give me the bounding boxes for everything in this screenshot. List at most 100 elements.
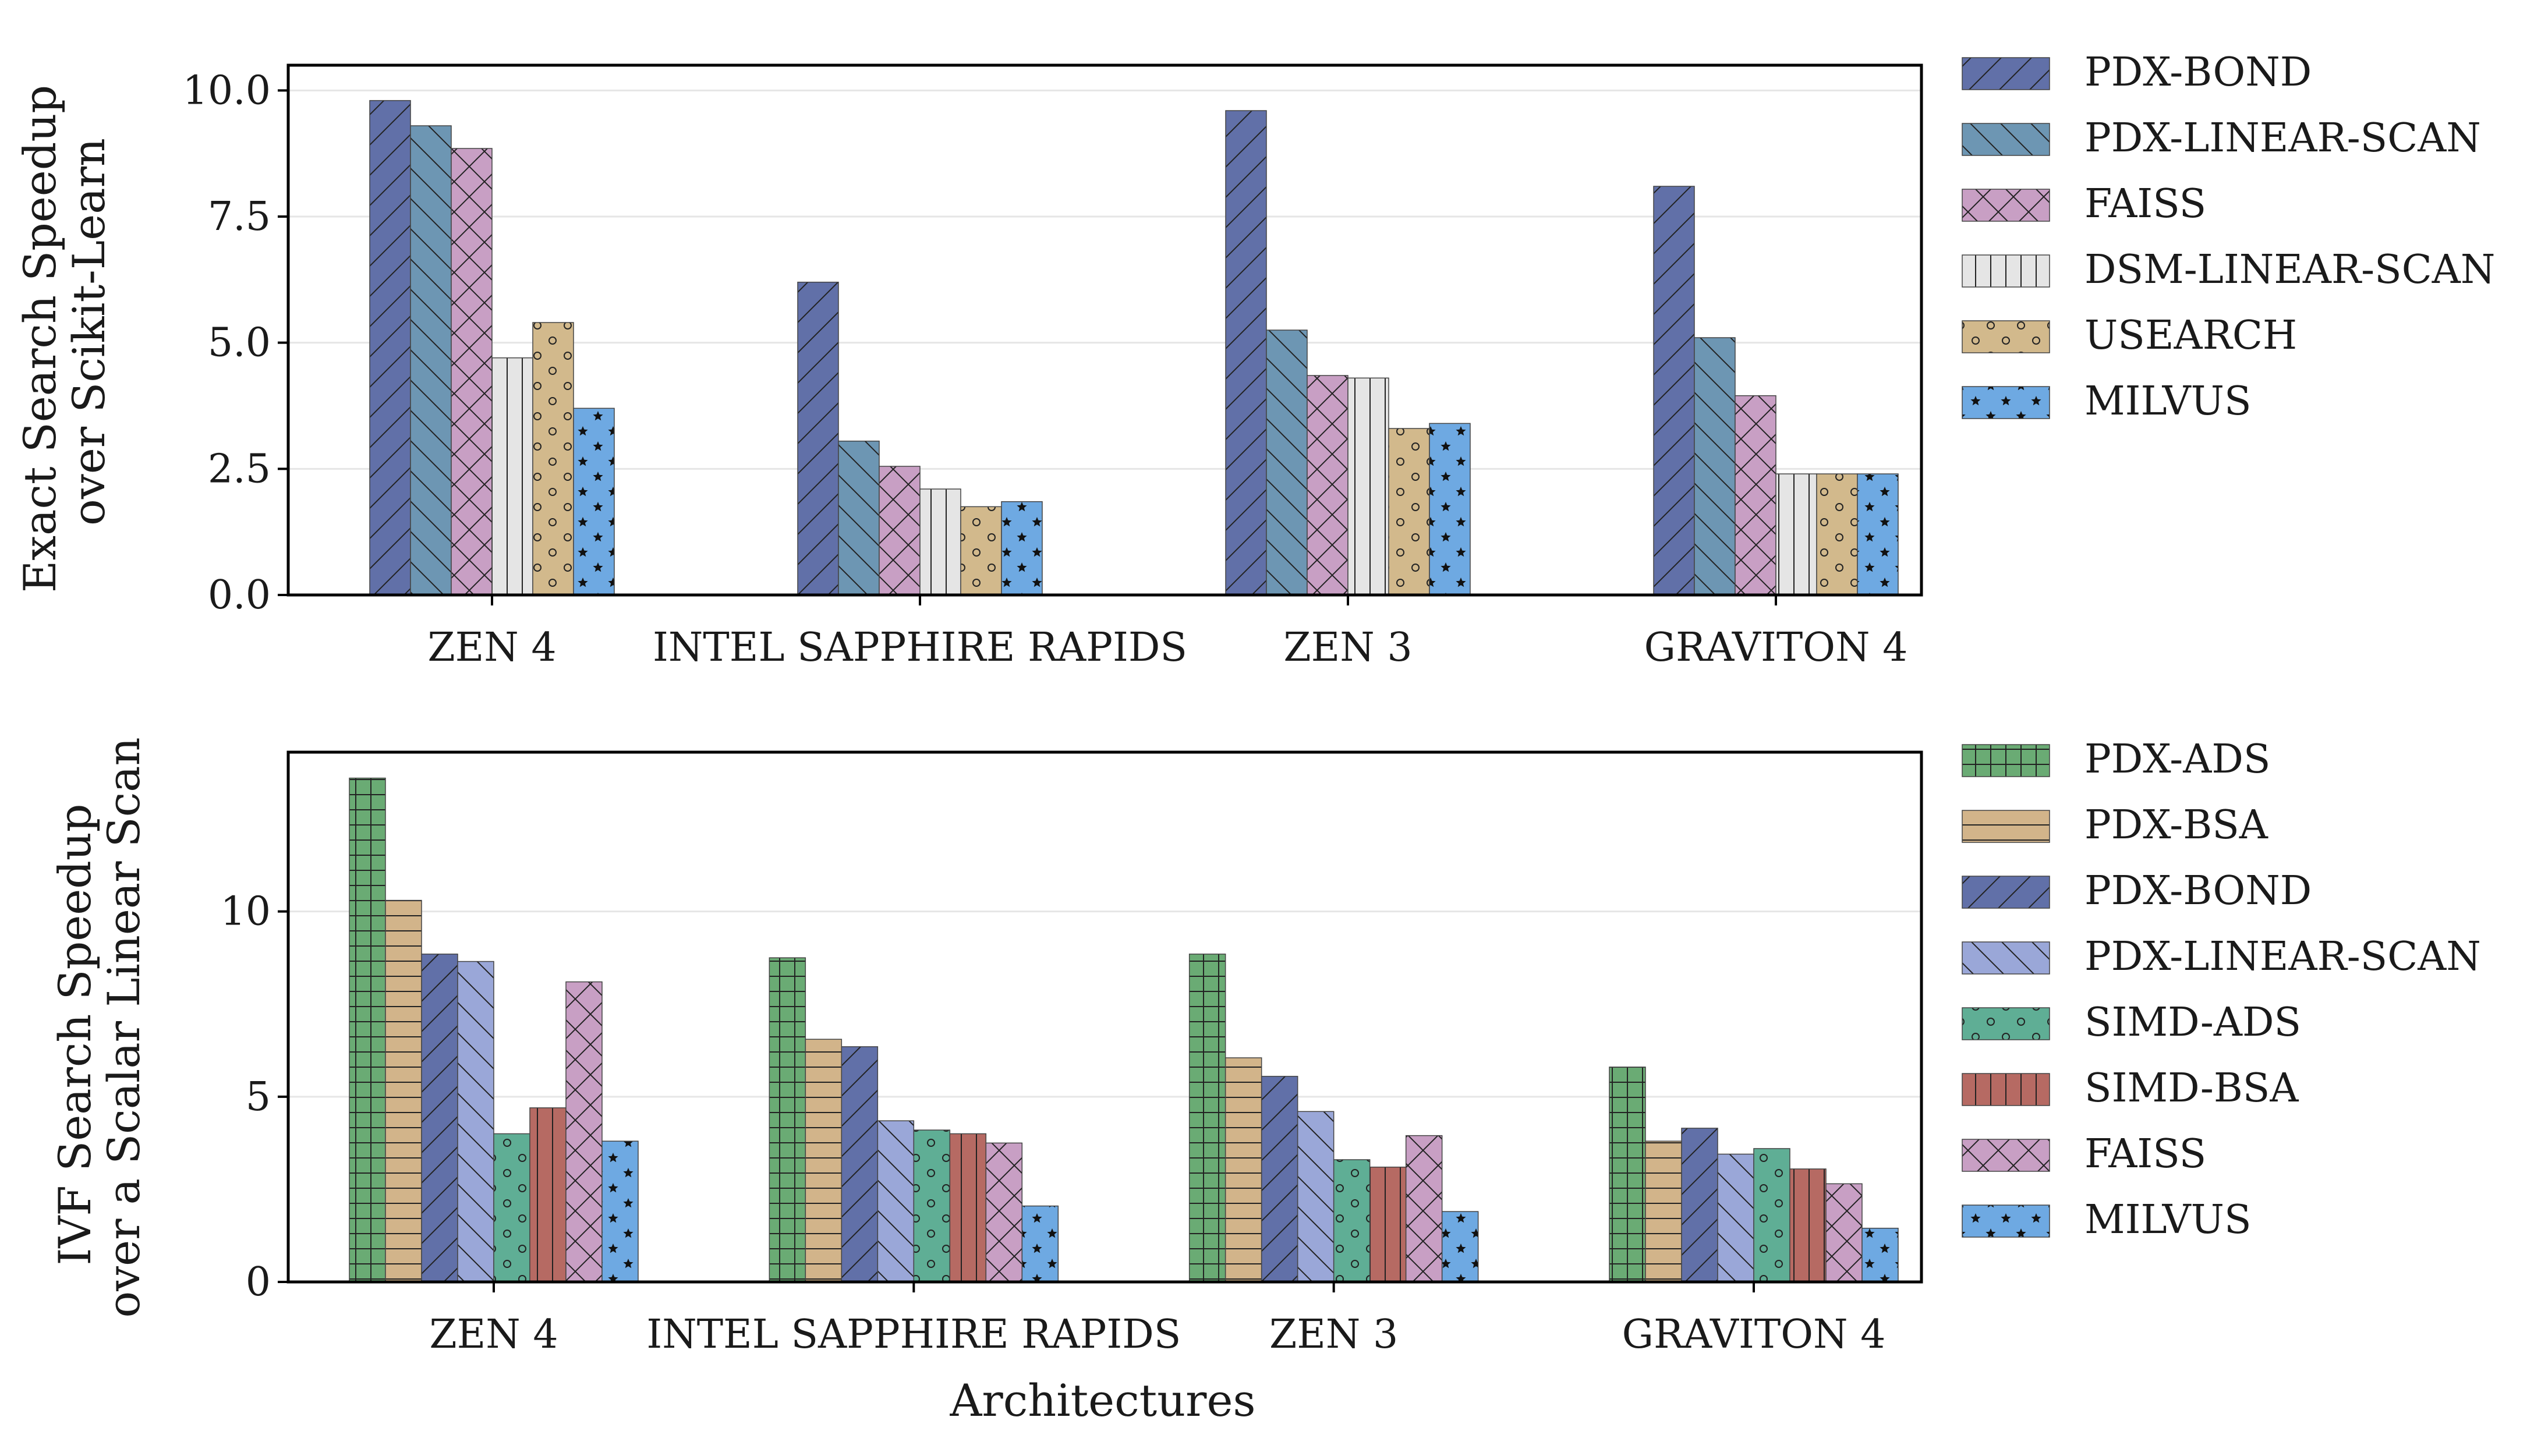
top-legend: PDX-BOND PDX-LINEAR-SCAN FAISS DSM-LINEAR-S… bbox=[1962, 49, 2495, 424]
bottom-chart-panel: 0 5 10 ZEN 4 INTEL SAPPHIRE RAPIDS ZEN 3 GRAV… bbox=[49, 736, 2481, 1426]
top-legend-swatch-dsm-linear-scan bbox=[1962, 254, 2050, 288]
bottom-y-tick-label: 5 bbox=[246, 1074, 271, 1120]
bottom-y-tick-label: 10 bbox=[220, 889, 271, 935]
bottom-x-ticks: ZEN 4 INTEL SAPPHIRE RAPIDS ZEN 3 GRAVITON … bbox=[429, 1282, 1885, 1358]
bottom-legend-label-pdx-bsa: PDX-BSA bbox=[2084, 802, 2268, 848]
top-legend-swatch-pdx-bond bbox=[1962, 57, 2050, 90]
bottom-bar-simd-ads-graviton-4 bbox=[1753, 1148, 1790, 1283]
bottom-bars bbox=[349, 777, 1899, 1283]
top-legend-label-dsm-linear-scan: DSM-LINEAR-SCAN bbox=[2084, 247, 2495, 293]
bottom-bar-pdx-bond-zen-4 bbox=[421, 954, 458, 1283]
top-y-tick-label: 10.0 bbox=[183, 68, 271, 114]
top-x-ticks: ZEN 4 INTEL SAPPHIRE RAPIDS ZEN 3 GRAVITON … bbox=[427, 595, 1907, 671]
bottom-bar-simd-ads-zen-3 bbox=[1333, 1159, 1371, 1283]
top-bar-dsm-linear-scan-graviton-4 bbox=[1775, 473, 1817, 596]
bottom-bar-milvus-intel-sapphire-rapids bbox=[1021, 1205, 1059, 1283]
bottom-bar-simd-bsa-graviton-4 bbox=[1789, 1168, 1827, 1283]
bottom-bar-simd-ads-intel-sapphire-rapids bbox=[913, 1129, 951, 1283]
top-y-tick-label: 5.0 bbox=[208, 320, 271, 366]
bottom-legend-label-simd-bsa: SIMD-BSA bbox=[2084, 1065, 2299, 1111]
bottom-bar-pdx-bsa-zen-4 bbox=[385, 899, 422, 1283]
bottom-legend-swatch-pdx-linear-scan bbox=[1962, 941, 2050, 975]
bottom-bar-milvus-zen-4 bbox=[601, 1140, 639, 1283]
bottom-bar-faiss-intel-sapphire-rapids bbox=[985, 1142, 1023, 1283]
bottom-legend-label-pdx-linear-scan: PDX-LINEAR-SCAN bbox=[2084, 934, 2481, 980]
top-bar-milvus-zen-4 bbox=[573, 408, 615, 596]
top-bar-pdx-linear-scan-zen-4 bbox=[410, 125, 452, 596]
top-x-tick-label-graviton-4: GRAVITON 4 bbox=[1644, 625, 1908, 671]
top-legend-label-milvus: MILVUS bbox=[2084, 378, 2252, 424]
top-chart-panel: 0.0 2.5 5.0 7.5 10.0 ZEN 4 INTEL SAPPHIRE RAP… bbox=[14, 49, 2495, 671]
bottom-bar-simd-bsa-intel-sapphire-rapids bbox=[949, 1133, 987, 1283]
bottom-legend-label-simd-ads: SIMD-ADS bbox=[2084, 1000, 2301, 1046]
bottom-legend-swatch-pdx-bond bbox=[1962, 876, 2050, 909]
top-bar-milvus-zen-3 bbox=[1429, 423, 1471, 596]
bottom-legend-label-pdx-ads: PDX-ADS bbox=[2084, 736, 2270, 782]
bottom-bar-milvus-graviton-4 bbox=[1861, 1227, 1899, 1283]
bottom-bar-pdx-ads-zen-3 bbox=[1188, 954, 1226, 1283]
bottom-bar-pdx-ads-graviton-4 bbox=[1609, 1067, 1646, 1283]
bottom-bar-pdx-bond-graviton-4 bbox=[1681, 1128, 1718, 1283]
bottom-plot-frame bbox=[286, 750, 1923, 1284]
top-bar-pdx-linear-scan-zen-3 bbox=[1266, 330, 1308, 596]
bottom-legend-label-faiss: FAISS bbox=[2084, 1131, 2206, 1177]
top-bar-milvus-graviton-4 bbox=[1857, 473, 1899, 596]
bottom-x-tick-label-intel-sapphire-rapids: INTEL SAPPHIRE RAPIDS bbox=[646, 1312, 1181, 1358]
top-y-tick-label: 0.0 bbox=[208, 572, 271, 618]
bottom-bar-faiss-graviton-4 bbox=[1825, 1183, 1863, 1283]
top-bar-faiss-graviton-4 bbox=[1735, 395, 1776, 596]
top-legend-label-pdx-bond: PDX-BOND bbox=[2084, 49, 2312, 95]
top-bar-faiss-zen-4 bbox=[451, 148, 493, 596]
bottom-bar-pdx-linear-scan-graviton-4 bbox=[1717, 1153, 1754, 1283]
bottom-legend-label-milvus: MILVUS bbox=[2084, 1197, 2252, 1243]
top-y-axis-title: Exact Search Speedup over Scikit-Learn bbox=[14, 71, 115, 593]
bottom-legend-swatch-pdx-bsa bbox=[1962, 810, 2050, 843]
top-bar-dsm-linear-scan-zen-3 bbox=[1347, 377, 1389, 596]
bottom-legend-swatch-milvus bbox=[1962, 1205, 2050, 1238]
top-legend-swatch-pdx-linear-scan bbox=[1962, 123, 2050, 156]
top-x-tick-label-zen-3: ZEN 3 bbox=[1283, 625, 1412, 671]
bottom-legend-swatch-simd-bsa bbox=[1962, 1073, 2050, 1106]
bottom-legend-swatch-faiss bbox=[1962, 1139, 2050, 1172]
bottom-bar-pdx-ads-zen-4 bbox=[349, 777, 386, 1283]
top-legend-swatch-faiss bbox=[1962, 189, 2050, 222]
x-axis-title: Architectures bbox=[950, 1374, 1256, 1426]
bottom-bar-pdx-linear-scan-intel-sapphire-rapids bbox=[877, 1120, 915, 1283]
bottom-bar-pdx-bsa-zen-3 bbox=[1224, 1057, 1262, 1283]
top-legend-swatch-milvus bbox=[1962, 386, 2050, 419]
top-bar-faiss-intel-sapphire-rapids bbox=[879, 466, 921, 596]
top-bar-faiss-zen-3 bbox=[1307, 375, 1349, 596]
bottom-bar-pdx-bond-zen-3 bbox=[1261, 1076, 1298, 1283]
bottom-bar-pdx-bsa-graviton-4 bbox=[1645, 1140, 1682, 1283]
bottom-y-tick-label: 0 bbox=[246, 1259, 271, 1305]
bottom-bar-faiss-zen-3 bbox=[1405, 1135, 1443, 1283]
bottom-y-ticks: 0 5 10 bbox=[220, 889, 288, 1305]
bottom-bar-simd-bsa-zen-3 bbox=[1369, 1166, 1407, 1283]
bottom-x-tick-label-zen-3: ZEN 3 bbox=[1269, 1312, 1398, 1358]
top-legend-swatch-usearch bbox=[1962, 320, 2050, 353]
top-bar-pdx-bond-intel-sapphire-rapids bbox=[797, 281, 839, 596]
top-plot-frame bbox=[286, 63, 1923, 597]
bottom-bar-faiss-zen-4 bbox=[565, 981, 603, 1283]
top-bar-dsm-linear-scan-intel-sapphire-rapids bbox=[919, 488, 961, 596]
top-bar-usearch-zen-4 bbox=[532, 322, 574, 596]
top-legend-label-pdx-linear-scan: PDX-LINEAR-SCAN bbox=[2084, 115, 2481, 161]
top-bars bbox=[369, 100, 1899, 596]
top-bar-pdx-linear-scan-graviton-4 bbox=[1694, 337, 1736, 596]
top-bar-pdx-linear-scan-intel-sapphire-rapids bbox=[838, 440, 880, 596]
bottom-legend-swatch-simd-ads bbox=[1962, 1007, 2050, 1040]
top-bar-milvus-intel-sapphire-rapids bbox=[1001, 501, 1043, 596]
top-legend-label-usearch: USEARCH bbox=[2084, 313, 2297, 359]
top-x-tick-label-intel-sapphire-rapids: INTEL SAPPHIRE RAPIDS bbox=[653, 625, 1187, 671]
top-y-tick-label: 7.5 bbox=[208, 194, 271, 240]
bottom-x-tick-label-graviton-4: GRAVITON 4 bbox=[1622, 1312, 1886, 1358]
top-bar-pdx-bond-graviton-4 bbox=[1653, 186, 1695, 596]
bottom-legend: PDX-ADS PDX-BSA PDX-BOND PDX-LINEAR-SCAN SIM… bbox=[1962, 736, 2481, 1243]
bottom-legend-label-pdx-bond: PDX-BOND bbox=[2084, 868, 2312, 914]
bottom-legend-swatch-pdx-ads bbox=[1962, 744, 2050, 777]
bottom-bar-pdx-bsa-intel-sapphire-rapids bbox=[805, 1039, 843, 1283]
bottom-bar-pdx-linear-scan-zen-3 bbox=[1297, 1111, 1335, 1283]
top-bar-pdx-bond-zen-4 bbox=[369, 100, 411, 596]
bottom-bar-simd-bsa-zen-4 bbox=[529, 1107, 567, 1283]
